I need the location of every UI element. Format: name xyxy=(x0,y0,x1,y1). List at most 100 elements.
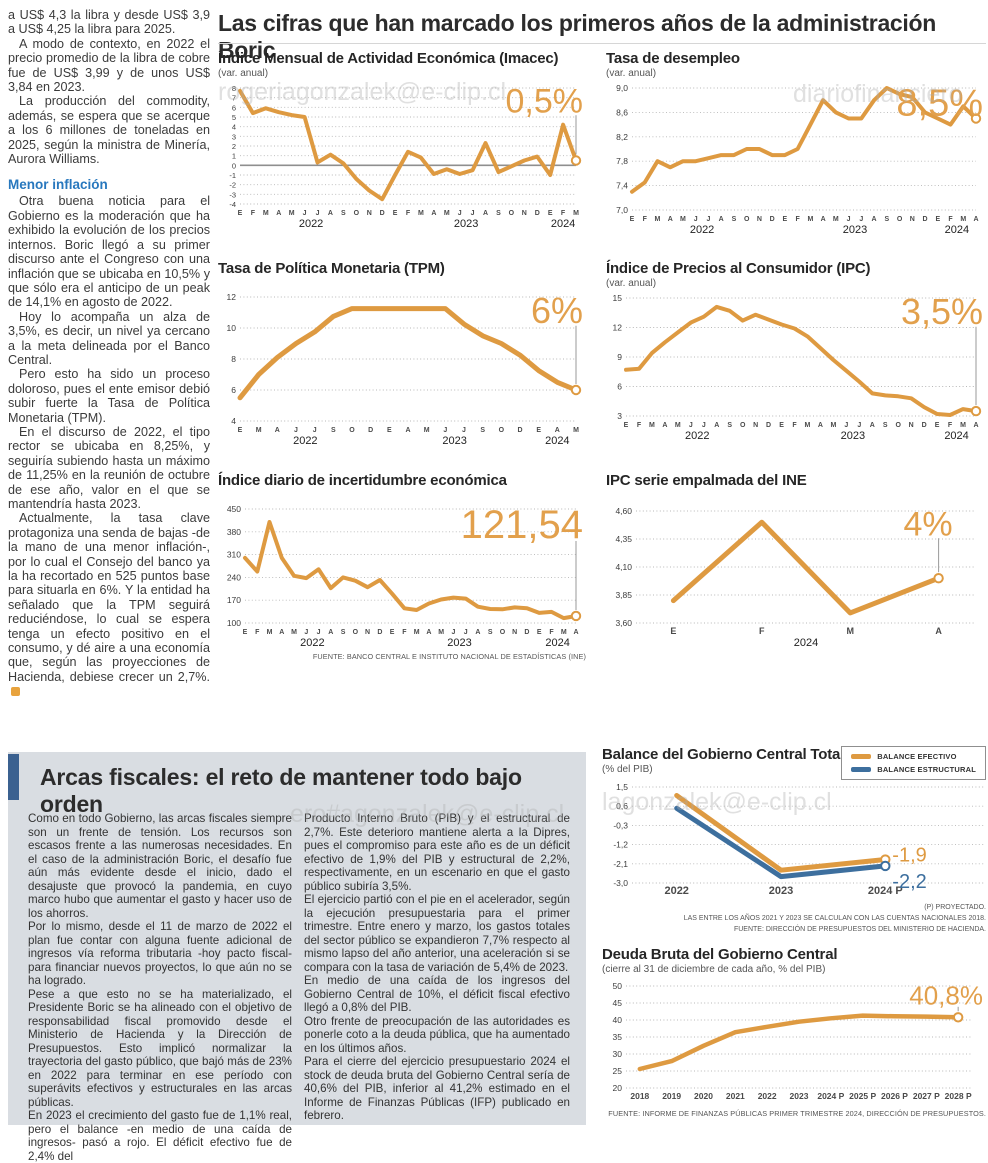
svg-text:M: M xyxy=(675,422,681,429)
svg-text:50: 50 xyxy=(613,981,623,991)
svg-text:4,60: 4,60 xyxy=(615,506,632,516)
svg-text:M: M xyxy=(263,210,269,217)
svg-text:A: A xyxy=(872,216,877,223)
legend-label: BALANCE ESTRUCTURAL xyxy=(877,765,976,774)
svg-text:J: J xyxy=(458,210,462,217)
svg-text:F: F xyxy=(948,422,953,429)
fiscal-paragraph: Pese a que esto no se ha materializado, … xyxy=(28,987,292,1109)
svg-text:100: 100 xyxy=(227,618,241,628)
svg-text:J: J xyxy=(303,210,307,217)
svg-text:2024 P: 2024 P xyxy=(817,1091,844,1101)
chart-balance-gobierno: Balance del Gobierno Central Total (% de… xyxy=(602,746,986,936)
chart-imacec: Índice Mensual de Actividad Económica (I… xyxy=(218,50,586,230)
svg-text:J: J xyxy=(443,427,447,434)
svg-text:D: D xyxy=(923,216,928,223)
svg-text:2022: 2022 xyxy=(664,885,688,897)
chart-plot: 15 12 9 6 3 E F M A M J J A S O N D E F M A M J J A S O N D E F M A 2022 2… xyxy=(606,290,986,442)
svg-text:D: D xyxy=(368,427,373,434)
chart-title: Índice Mensual de Actividad Económica (I… xyxy=(218,50,559,67)
svg-text:12: 12 xyxy=(227,292,237,302)
chart-ipc-empalmada: IPC serie empalmada del INE 4,60 4,35 4,10… xyxy=(606,472,986,649)
svg-text:8: 8 xyxy=(231,354,236,364)
svg-text:-2,2: -2,2 xyxy=(892,871,926,893)
svg-text:F: F xyxy=(643,216,648,223)
chart-title: Tasa de Política Monetaria (TPM) xyxy=(218,260,445,277)
svg-text:9: 9 xyxy=(617,352,622,362)
svg-text:M: M xyxy=(960,216,966,223)
svg-text:2021: 2021 xyxy=(726,1091,745,1101)
svg-text:2023: 2023 xyxy=(841,430,865,442)
article-paragraph: Hoy lo acompaña un alza de 3,5%, es deci… xyxy=(8,309,210,367)
fiscal-paragraph: Para el cierre del ejercicio presupuesta… xyxy=(304,1055,570,1122)
svg-text:2025 P: 2025 P xyxy=(849,1091,876,1101)
svg-text:E: E xyxy=(670,626,676,636)
svg-text:F: F xyxy=(759,626,765,636)
svg-text:2023: 2023 xyxy=(442,435,466,447)
svg-text:A: A xyxy=(426,629,431,636)
svg-text:8,5%: 8,5% xyxy=(896,82,983,124)
svg-text:9,0: 9,0 xyxy=(616,83,628,93)
svg-text:D: D xyxy=(766,422,771,429)
svg-text:O: O xyxy=(353,629,359,636)
svg-text:D: D xyxy=(535,210,540,217)
svg-text:D: D xyxy=(770,216,775,223)
svg-text:J: J xyxy=(857,422,861,429)
svg-text:2022: 2022 xyxy=(293,435,317,447)
svg-text:J: J xyxy=(844,422,848,429)
svg-text:E: E xyxy=(387,427,392,434)
chart-title: Deuda Bruta del Gobierno Central xyxy=(602,946,838,963)
headline-accent-bar xyxy=(8,754,19,800)
svg-text:2018: 2018 xyxy=(630,1091,649,1101)
svg-text:2: 2 xyxy=(232,142,236,151)
chart-tpm: Tasa de Política Monetaria (TPM) 12 10 8 6 4… xyxy=(218,260,586,447)
svg-text:A: A xyxy=(275,427,280,434)
article-paragraph: A modo de contexto, en 2022 el precio pr… xyxy=(8,36,210,95)
svg-text:30: 30 xyxy=(613,1049,623,1059)
svg-text:0,6: 0,6 xyxy=(616,801,628,811)
article-subhead: Menor inflación xyxy=(8,177,108,193)
svg-text:M: M xyxy=(680,216,686,223)
svg-text:O: O xyxy=(509,210,515,217)
fiscal-paragraph: Otro frente de preocupación de las autor… xyxy=(304,1014,570,1055)
svg-text:2024: 2024 xyxy=(944,430,968,442)
svg-text:S: S xyxy=(727,422,732,429)
chart-plot: 12 10 8 6 4 E M A J J S O D E A M J J S O D E A M 2022 2023 2024 6% xyxy=(218,289,586,447)
svg-text:2019: 2019 xyxy=(662,1091,681,1101)
svg-text:M: M xyxy=(649,422,655,429)
chart-title: Tasa de desempleo xyxy=(606,50,740,67)
svg-text:M: M xyxy=(960,422,966,429)
svg-text:7: 7 xyxy=(232,94,236,103)
svg-text:O: O xyxy=(740,422,746,429)
svg-text:N: N xyxy=(367,210,372,217)
svg-text:N: N xyxy=(910,216,915,223)
svg-text:450: 450 xyxy=(227,504,241,514)
svg-text:A: A xyxy=(328,629,333,636)
article-paragraph: Actualmente, la tasa clave protagoniza u… xyxy=(8,511,210,698)
chart-footnote: (P) PROYECTADO. xyxy=(924,904,986,911)
svg-text:M: M xyxy=(267,629,273,636)
svg-text:M: M xyxy=(291,629,297,636)
svg-text:M: M xyxy=(418,210,424,217)
fiscal-paragraph: En 2023 el crecimiento del gasto fue de … xyxy=(28,1109,292,1163)
svg-text:40: 40 xyxy=(613,1015,623,1025)
legend-entry: BALANCE EFECTIVO xyxy=(851,752,976,761)
svg-text:-0,3: -0,3 xyxy=(613,820,628,830)
svg-text:2023: 2023 xyxy=(790,1091,809,1101)
svg-text:M: M xyxy=(256,427,262,434)
svg-text:M: M xyxy=(573,210,579,217)
page-title: Las cifras que han marcado los primeros … xyxy=(218,10,937,63)
article-paragraph: a US$ 4,3 la libra y desde US$ 3,9 a US$… xyxy=(8,8,210,37)
svg-text:F: F xyxy=(255,629,260,636)
svg-text:S: S xyxy=(883,422,888,429)
article-end-marker xyxy=(11,687,20,697)
svg-text:E: E xyxy=(783,216,788,223)
fiscal-paragraph: Por lo mismo, desde el 11 de marzo de 20… xyxy=(28,920,292,987)
svg-text:7,0: 7,0 xyxy=(616,205,628,215)
svg-text:O: O xyxy=(499,427,505,434)
svg-text:D: D xyxy=(517,427,522,434)
svg-text:2022: 2022 xyxy=(690,224,714,236)
svg-text:2020: 2020 xyxy=(694,1091,713,1101)
svg-text:S: S xyxy=(331,427,336,434)
svg-text:45: 45 xyxy=(613,998,623,1008)
svg-text:6%: 6% xyxy=(531,290,583,331)
